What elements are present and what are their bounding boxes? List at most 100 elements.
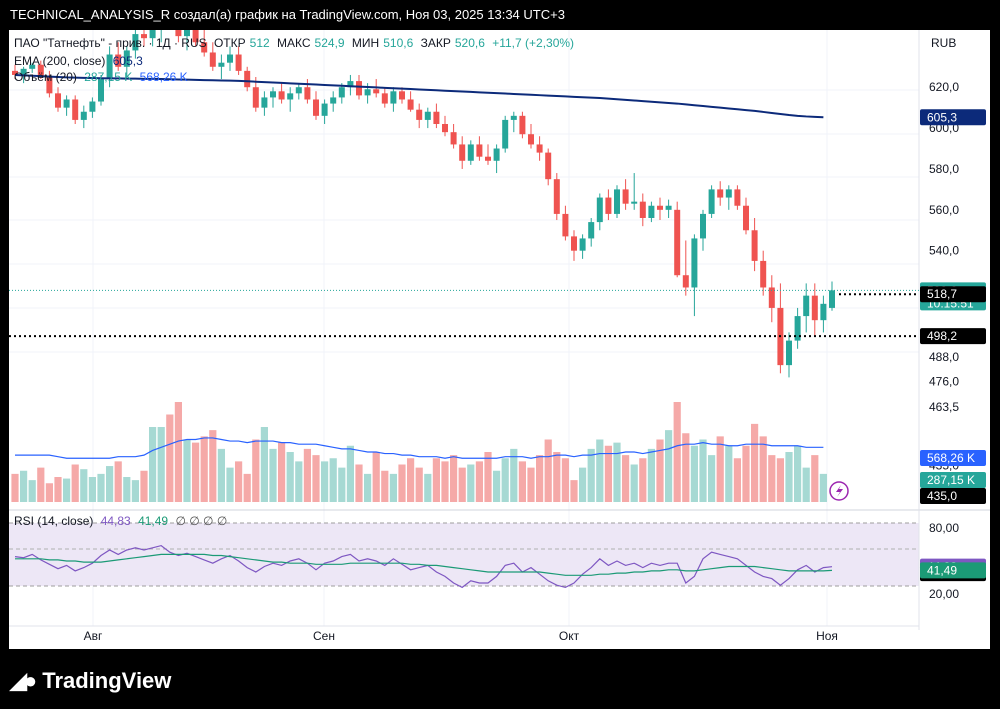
candle[interactable] [433, 103, 440, 129]
candle[interactable] [278, 83, 285, 104]
candle[interactable] [622, 179, 629, 210]
price-label-rsima[interactable]: 41,49 [920, 562, 986, 579]
candle[interactable] [295, 83, 302, 100]
candle[interactable] [399, 87, 405, 104]
candle[interactable] [588, 218, 595, 247]
symbol-legend[interactable]: ПАО "Татнефть" - прив. · 1Д · RUS ОТКР 51… [14, 36, 578, 50]
candle[interactable] [657, 197, 663, 221]
candle[interactable] [768, 275, 775, 323]
candle[interactable] [459, 136, 466, 169]
candle[interactable] [794, 307, 801, 349]
currency-label[interactable]: RUB [931, 36, 957, 50]
volume-legend[interactable]: Объём (20) 287,15 K 568,26 K [14, 70, 192, 84]
time-tick[interactable]: Ноя [816, 629, 838, 643]
candle[interactable] [313, 91, 319, 120]
candle[interactable] [98, 74, 104, 106]
candle[interactable] [330, 91, 337, 112]
candle[interactable] [545, 148, 552, 186]
candle[interactable] [562, 205, 569, 241]
rsi-legend[interactable]: RSI (14, close) 44,83 41,49 ∅ ∅ ∅ ∅ [14, 514, 231, 528]
candle[interactable] [725, 185, 732, 210]
candle[interactable] [760, 250, 767, 296]
candle[interactable] [381, 87, 388, 108]
chart-frame[interactable]: 620,0600,0580,0560,0540,0518,7498,2488,0… [9, 30, 990, 649]
candle[interactable] [106, 46, 113, 88]
price-label-volma[interactable]: 568,26 K [920, 450, 986, 466]
candle[interactable] [115, 42, 122, 71]
alert-icon[interactable] [829, 481, 849, 501]
candle[interactable] [72, 95, 79, 124]
candle[interactable] [89, 97, 96, 118]
candle[interactable] [485, 144, 491, 165]
price-label-vol[interactable]: 287,15 K [920, 472, 986, 488]
candle[interactable] [80, 105, 87, 129]
candle[interactable] [803, 283, 810, 333]
candle[interactable] [510, 111, 517, 133]
ema-legend[interactable]: EMA (200, close) 605,3 [14, 54, 147, 68]
candle[interactable] [347, 74, 354, 96]
chart-canvas[interactable]: 620,0600,0580,0560,0540,0518,7498,2488,0… [9, 30, 990, 649]
candle[interactable] [596, 193, 603, 231]
candle[interactable] [674, 201, 681, 278]
candle[interactable] [192, 30, 199, 47]
candle[interactable] [209, 42, 216, 71]
candle[interactable] [321, 99, 328, 124]
candle[interactable] [476, 136, 483, 161]
candle[interactable] [158, 30, 164, 43]
candle[interactable] [682, 240, 689, 296]
candle[interactable] [579, 234, 586, 259]
candle[interactable] [631, 173, 638, 210]
candle[interactable] [639, 193, 646, 227]
candle[interactable] [820, 295, 827, 333]
candle[interactable] [252, 77, 259, 112]
candle[interactable] [467, 140, 474, 165]
candle[interactable] [717, 181, 724, 206]
rsi-label[interactable]: RSI (14, close) [14, 514, 94, 528]
candle[interactable] [605, 189, 612, 221]
candle[interactable] [571, 230, 577, 261]
time-tick[interactable]: Авг [84, 629, 103, 643]
candle[interactable] [123, 46, 130, 77]
candle[interactable] [648, 201, 655, 223]
candle[interactable] [218, 54, 225, 80]
candle[interactable] [519, 111, 526, 139]
candle[interactable] [304, 79, 311, 104]
price-label-level[interactable]: 435,0 [920, 488, 986, 504]
candle[interactable] [235, 46, 242, 75]
symbol-name[interactable]: ПАО "Татнефть" - прив. · 1Д · RUS [14, 36, 207, 50]
candle[interactable] [786, 332, 792, 378]
candle[interactable] [46, 70, 53, 98]
candle[interactable] [424, 107, 431, 129]
candle[interactable] [201, 30, 208, 57]
ema-label[interactable]: EMA (200, close) [14, 54, 106, 68]
candle[interactable] [175, 30, 182, 43]
candle[interactable] [407, 91, 414, 112]
candle[interactable] [691, 234, 698, 317]
candle[interactable] [734, 185, 741, 210]
candle[interactable] [751, 218, 758, 272]
candle[interactable] [29, 62, 36, 73]
candle[interactable] [12, 64, 18, 80]
candle[interactable] [829, 281, 835, 311]
candle[interactable] [63, 95, 70, 116]
candle[interactable] [442, 115, 448, 137]
price-label-level[interactable]: 518,7 [920, 286, 986, 303]
candle[interactable] [536, 136, 543, 161]
candle[interactable] [270, 87, 276, 108]
candle[interactable] [261, 91, 268, 116]
candle[interactable] [416, 103, 423, 129]
candle[interactable] [777, 283, 784, 374]
candle[interactable] [553, 173, 560, 221]
candle[interactable] [528, 124, 534, 149]
candle[interactable] [614, 185, 620, 218]
price-label-ema[interactable]: 605,3 [920, 109, 986, 126]
candle[interactable] [450, 124, 457, 149]
candle[interactable] [149, 30, 156, 47]
candle[interactable] [493, 144, 500, 174]
candle[interactable] [244, 66, 251, 92]
candle[interactable] [184, 30, 190, 51]
candle[interactable] [665, 199, 672, 218]
candle[interactable] [287, 87, 294, 112]
time-tick[interactable]: Сен [313, 629, 335, 643]
candle[interactable] [227, 46, 233, 71]
